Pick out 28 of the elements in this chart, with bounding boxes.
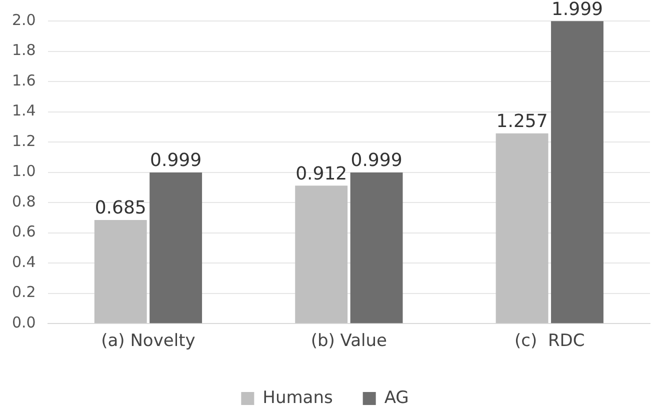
data-label: 1.257 [496,111,548,132]
x-tick-label: (a) Novelty [101,331,196,352]
data-label: 0.912 [296,163,348,184]
bar [551,21,604,324]
bar [150,172,202,324]
x-tick-label: (c) RDC [514,331,585,352]
bar [94,220,147,324]
text: 0.0 [12,313,36,332]
bar [350,172,403,324]
legend-label: AG [384,388,409,408]
data-label: 0.685 [94,198,146,219]
text: 1.6 [12,71,36,90]
bar [496,133,548,324]
x-tick-label: (b) Value [310,331,388,352]
data-label: 0.999 [350,150,402,172]
text: 1.0 [12,162,36,180]
text: 2.0 [12,10,36,29]
data-label: 0.999 [150,150,202,172]
data-label: 1.999 [551,0,604,20]
text: 1.8 [12,41,36,60]
legend-label: Humans [262,388,333,408]
text: 0.4 [12,252,36,271]
text: 0.6 [12,222,36,241]
text: 1.4 [12,102,36,120]
text: 0.8 [12,192,36,210]
bar [295,186,348,324]
text: 1.2 [12,132,36,150]
text: 0.2 [12,283,36,302]
